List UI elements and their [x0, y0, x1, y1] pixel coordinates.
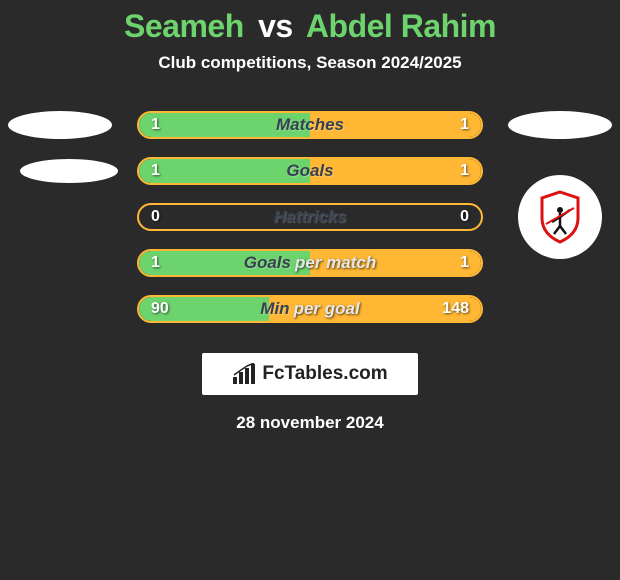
stat-bar: 90148Minper goal: [137, 295, 483, 323]
shield-icon: [538, 190, 582, 244]
vs-text: vs: [258, 8, 293, 44]
stat-row: 11Goals: [0, 157, 620, 185]
stat-label: Hattricks: [139, 205, 481, 229]
stat-row: 90148Minper goal: [0, 295, 620, 323]
player2-avatar: [508, 111, 612, 139]
stat-row: 11Goalsper match: [0, 249, 620, 277]
club-badge: [518, 175, 602, 259]
footer-logo[interactable]: FcTables.com: [202, 353, 418, 395]
bars-icon: [232, 363, 258, 385]
subtitle: Club competitions, Season 2024/2025: [0, 53, 620, 73]
player1-avatar: [8, 111, 112, 139]
player1-avatar: [20, 159, 118, 183]
stat-label: Minper goal: [139, 297, 481, 321]
stat-row: 11Matches: [0, 111, 620, 139]
stat-bar: 11Matches: [137, 111, 483, 139]
footer-logo-text: FcTables.com: [262, 363, 387, 385]
player2-name: Abdel Rahim: [306, 8, 496, 44]
comparison-container: Seameh vs Abdel Rahim Club competitions,…: [0, 0, 620, 433]
page-title: Seameh vs Abdel Rahim: [0, 8, 620, 45]
stat-bar: 11Goals: [137, 157, 483, 185]
stat-label: Matches: [139, 113, 481, 137]
stat-bar: 11Goalsper match: [137, 249, 483, 277]
footer-date: 28 november 2024: [0, 413, 620, 433]
stat-label: Goalsper match: [139, 251, 481, 275]
stats-rows: 11Matches 11Goals 00Hattricks 11Goalsper ma…: [0, 111, 620, 323]
player1-name: Seameh: [124, 8, 244, 44]
stat-row: 00Hattricks: [0, 203, 620, 231]
stat-label: Goals: [139, 159, 481, 183]
stat-bar: 00Hattricks: [137, 203, 483, 231]
